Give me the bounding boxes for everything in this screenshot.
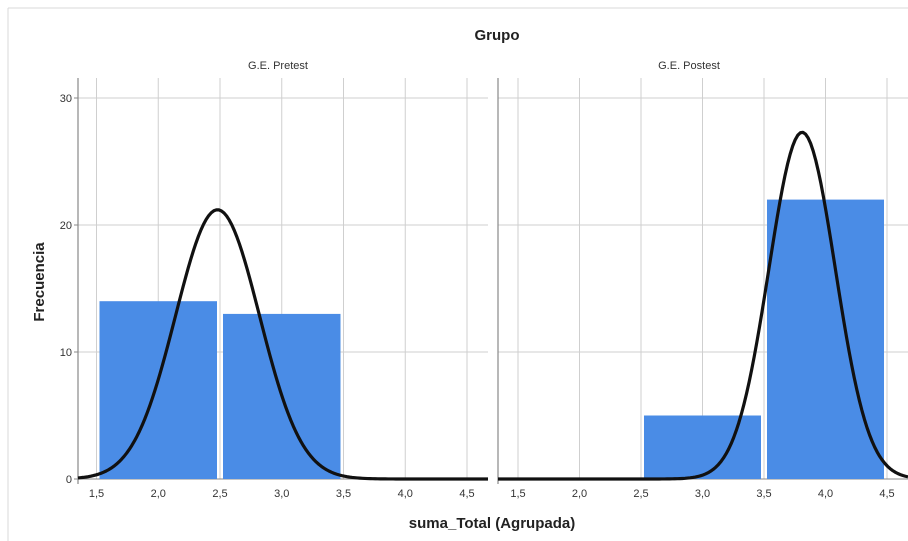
y-axis-label: Frecuencia: [31, 242, 48, 322]
y-tick-label: 0: [66, 474, 72, 486]
x-tick-label: 2,0: [572, 488, 587, 500]
x-tick-label: 4,5: [459, 488, 474, 500]
normal-curve: [498, 130, 908, 481]
y-tick-label: 30: [60, 93, 72, 105]
panel-label: G.E. Postest: [658, 60, 720, 72]
chart-border: [7, 7, 908, 541]
y-tick-label: 10: [60, 347, 72, 359]
x-tick-label: 4,0: [818, 488, 833, 500]
x-tick-label: 1,5: [510, 488, 525, 500]
x-tick-label: 3,0: [695, 488, 710, 500]
histogram-bar: [644, 415, 761, 479]
x-tick-label: 2,0: [151, 488, 166, 500]
x-tick-label: 3,5: [756, 488, 771, 500]
chart-title: Grupo: [475, 27, 520, 44]
x-tick-label: 1,5: [89, 488, 104, 500]
panel-2: G.E. Postest 1,5 2,0 2,5 3,0 3,5 4,0 4,5: [497, 60, 908, 500]
x-tick-label: 3,5: [336, 488, 351, 500]
x-tick-label: 4,0: [398, 488, 413, 500]
x-tick-label: 2,5: [212, 488, 227, 500]
normal-curve: [77, 208, 488, 481]
histogram-bar: [767, 199, 884, 479]
x-tick-label: 4,5: [879, 488, 894, 500]
x-axis-label: suma_Total (Agrupada): [409, 515, 575, 532]
y-axis-ticks: 0 10 20 30: [60, 93, 72, 486]
panel-1: G.E. Pretest 1,5 2,0 2,5 3,0 3,5 4,0 4,5: [74, 60, 488, 500]
y-tick-label: 20: [60, 220, 72, 232]
x-tick-label: 2,5: [633, 488, 648, 500]
panel-label: G.E. Pretest: [248, 60, 308, 72]
x-tick-label: 3,0: [274, 488, 289, 500]
histogram-bar: [99, 301, 217, 479]
